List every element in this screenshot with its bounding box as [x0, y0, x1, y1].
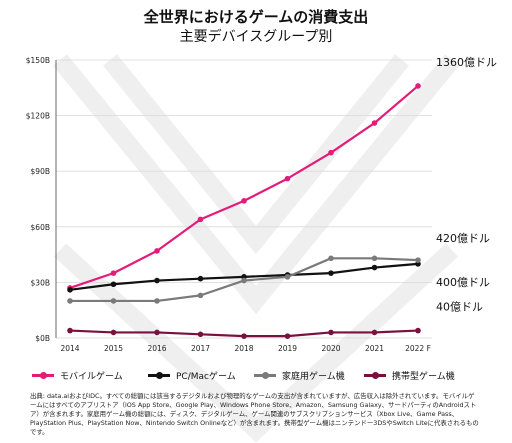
data-point	[154, 298, 160, 304]
data-point	[67, 287, 73, 293]
x-tick-label: 2015	[104, 344, 123, 353]
data-point	[110, 298, 117, 304]
data-point	[197, 292, 204, 299]
legend: モバイルゲーム PC/Macゲーム 家庭用ゲーム機 携帯型ゲーム機	[0, 369, 512, 383]
x-tick-label: 2017	[191, 344, 210, 353]
data-point	[67, 327, 73, 334]
data-point	[241, 198, 247, 204]
data-point	[284, 333, 291, 339]
data-point	[154, 277, 160, 284]
watermark-logo	[53, 54, 459, 443]
data-point	[328, 255, 334, 262]
data-point	[415, 327, 421, 334]
data-point	[110, 281, 117, 288]
data-point	[328, 149, 334, 156]
legend-swatch-mobile	[32, 372, 54, 379]
y-tick-label: $90B	[31, 167, 50, 176]
x-tick-label: 2018	[234, 344, 253, 353]
data-point	[154, 329, 160, 336]
data-point	[110, 329, 117, 336]
end-labels: 1360億ドル 400億ドル 420億ドル 40億ドル	[436, 56, 497, 314]
data-point	[197, 216, 204, 223]
data-point	[67, 298, 73, 304]
y-tick-label: $30B	[31, 278, 50, 287]
x-axis: 2014 2015 2016 2017 2018 2019 2020 2021 2022 F	[60, 344, 430, 353]
x-tick-label: 2014	[60, 344, 79, 353]
data-point	[110, 270, 117, 276]
data-point	[371, 120, 378, 126]
chart-title: 全世界におけるゲームの消費支出	[143, 8, 369, 26]
y-axis: $0B $30B $60B $90B $120B $150B	[26, 56, 50, 343]
data-point	[197, 275, 204, 282]
data-point	[415, 257, 421, 263]
x-tick-label: 2019	[278, 344, 297, 353]
legend-swatch-console	[254, 372, 276, 379]
data-point	[415, 83, 421, 89]
legend-item-console: 家庭用ゲーム機	[254, 369, 345, 382]
chart-subtitle: 主要デバイスグループ別	[179, 29, 333, 45]
legend-label-handheld: 携帯型ゲーム機	[392, 372, 455, 382]
data-point	[328, 329, 334, 336]
x-tick-label: 2022 F	[405, 344, 431, 353]
data-point	[371, 264, 378, 271]
y-tick-label: $150B	[26, 56, 50, 65]
legend-label-mobile: モバイルゲーム	[60, 372, 123, 382]
data-point	[241, 277, 247, 284]
data-point	[371, 329, 378, 336]
legend-swatch-handheld	[364, 372, 386, 379]
series-end-label: 400億ドル	[436, 276, 490, 289]
data-point	[371, 255, 378, 262]
data-point	[328, 270, 334, 276]
y-tick-label: $0B	[35, 334, 50, 343]
series-end-label: 420億ドル	[436, 232, 490, 245]
data-point	[154, 248, 160, 254]
series-lines	[67, 83, 421, 339]
series-end-label: 40億ドル	[436, 301, 483, 314]
y-tick-label: $120B	[26, 112, 50, 121]
data-point	[284, 274, 291, 280]
y-tick-label: $60B	[31, 223, 50, 232]
series-end-label: 1360億ドル	[436, 56, 497, 69]
legend-item-mobile: モバイルゲーム	[32, 369, 123, 382]
legend-label-console: 家庭用ゲーム機	[282, 372, 345, 382]
x-tick-label: 2020	[321, 344, 340, 353]
grid	[55, 59, 432, 339]
x-tick-label: 2021	[365, 344, 384, 353]
legend-label-pc: PC/Macゲーム	[176, 372, 236, 382]
x-tick-label: 2016	[147, 344, 166, 353]
data-point	[284, 175, 291, 182]
legend-swatch-pc	[148, 372, 170, 379]
data-point	[241, 333, 247, 339]
footnote: 出典: data.aiおよびIDC。すべての総額には該当するデジタルおよび物理的…	[30, 392, 479, 436]
legend-item-handheld: 携帯型ゲーム機	[364, 369, 455, 382]
data-point	[197, 331, 204, 338]
legend-item-pc: PC/Macゲーム	[148, 369, 236, 382]
